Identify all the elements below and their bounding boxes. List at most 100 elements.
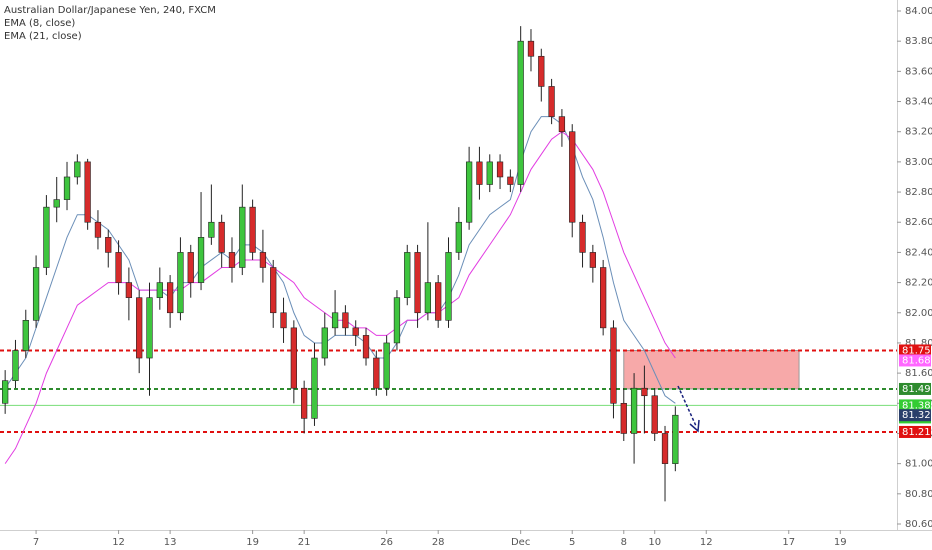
x-tick-label: 19 (834, 537, 847, 548)
legend-entry: EMA (8, close) (4, 18, 75, 29)
candle-body (507, 176, 514, 185)
y-tick-label: 80.800 (905, 489, 932, 500)
x-tick-label: 19 (246, 537, 259, 548)
price-tag-label: 81.750 (902, 345, 932, 356)
candle-body (321, 327, 328, 359)
candle-body (527, 40, 535, 57)
candle-body (166, 282, 174, 314)
candle-body (53, 199, 60, 208)
candle-body (136, 297, 143, 359)
x-tick-label: 7 (33, 537, 39, 548)
candle-body (465, 161, 473, 223)
chart-title: Australian Dollar/Japanese Yen, 240, FXC… (4, 5, 216, 16)
candle-body (610, 327, 617, 404)
x-tick-label: 5 (569, 537, 575, 548)
x-tick-label: 8 (621, 537, 627, 548)
candle-body (197, 237, 205, 283)
candle-body (404, 252, 411, 298)
candle-body (146, 297, 153, 359)
x-tick-label: 26 (380, 537, 393, 548)
candle-body (94, 221, 102, 238)
price-tag-label: 81.321 (902, 410, 932, 421)
candle-body (445, 252, 452, 321)
candle-body (177, 252, 184, 314)
candle-body (43, 206, 50, 268)
x-tick-label: 13 (164, 537, 177, 548)
x-tick-label: 10 (648, 537, 661, 548)
candle-body (589, 252, 596, 268)
candle-body (672, 414, 679, 464)
candle-body (311, 357, 318, 419)
candle-body (228, 252, 236, 268)
candle-body (476, 161, 483, 185)
candle-body (569, 131, 576, 223)
candle-body (156, 282, 163, 298)
candle-body (63, 176, 71, 200)
y-tick-label: 80.600 (905, 519, 932, 530)
arrow (677, 385, 697, 427)
price-tag-label: 81.386 (902, 400, 932, 411)
y-tick-label: 83.200 (905, 127, 932, 138)
candle-body (455, 221, 462, 253)
candle-body (301, 387, 308, 419)
candle-body (12, 350, 19, 381)
candle-body (115, 252, 122, 283)
y-tick-label: 81.000 (905, 459, 932, 470)
candle-body (558, 116, 566, 133)
candle-body (74, 161, 81, 178)
candle-body (290, 327, 297, 389)
candle-body (239, 206, 246, 268)
candle-body (486, 161, 493, 185)
y-tick-label: 82.400 (905, 247, 932, 258)
x-tick-label: 12 (700, 537, 713, 548)
candle-body (641, 387, 648, 397)
candle-body (84, 161, 91, 223)
x-tick-label: 21 (298, 537, 311, 548)
x-tick-label: 12 (112, 537, 125, 548)
x-tick-label: 28 (432, 537, 445, 548)
candle-body (125, 282, 133, 298)
candle-body (517, 40, 524, 185)
y-tick-label: 81.800 (905, 338, 932, 349)
candle-body (331, 312, 339, 329)
arrow-head (689, 419, 700, 433)
candle-body (280, 312, 287, 329)
candle-body (208, 221, 215, 238)
candle-body (435, 282, 442, 321)
candle-body (105, 237, 112, 253)
price-tag-label: 81.495 (902, 384, 932, 395)
y-tick-label: 81.600 (905, 368, 932, 379)
y-tick-label: 83.600 (905, 66, 932, 77)
y-tick-label: 82.200 (905, 278, 932, 289)
candle-body (22, 320, 29, 351)
price-tag (899, 399, 931, 412)
x-tick-label: 17 (782, 537, 795, 548)
candle-body (373, 357, 380, 389)
candle-body (32, 267, 40, 321)
price-tag-label: 81.210 (902, 427, 932, 438)
candle-body (651, 395, 658, 434)
candle-body (342, 312, 349, 329)
candle-body (424, 282, 432, 314)
candle-body (362, 335, 370, 359)
y-tick-label: 82.000 (905, 308, 932, 319)
candle-body (393, 297, 401, 344)
candle-body (579, 221, 586, 253)
candle-body (661, 433, 669, 464)
candle-body (218, 221, 225, 253)
legend-entry: EMA (21, close) (4, 31, 82, 42)
y-tick-label: 83.400 (905, 97, 932, 108)
candle-body (496, 161, 504, 178)
candle-body (270, 267, 277, 314)
y-tick-label: 83.000 (905, 157, 932, 168)
candle-body (259, 252, 267, 268)
supply-zone (623, 349, 800, 390)
candle-body (187, 252, 194, 283)
price-tag (899, 425, 931, 438)
candle-body (249, 206, 256, 253)
candle-body (352, 327, 359, 336)
y-tick-label: 83.800 (905, 36, 932, 47)
price-tag (899, 354, 931, 367)
